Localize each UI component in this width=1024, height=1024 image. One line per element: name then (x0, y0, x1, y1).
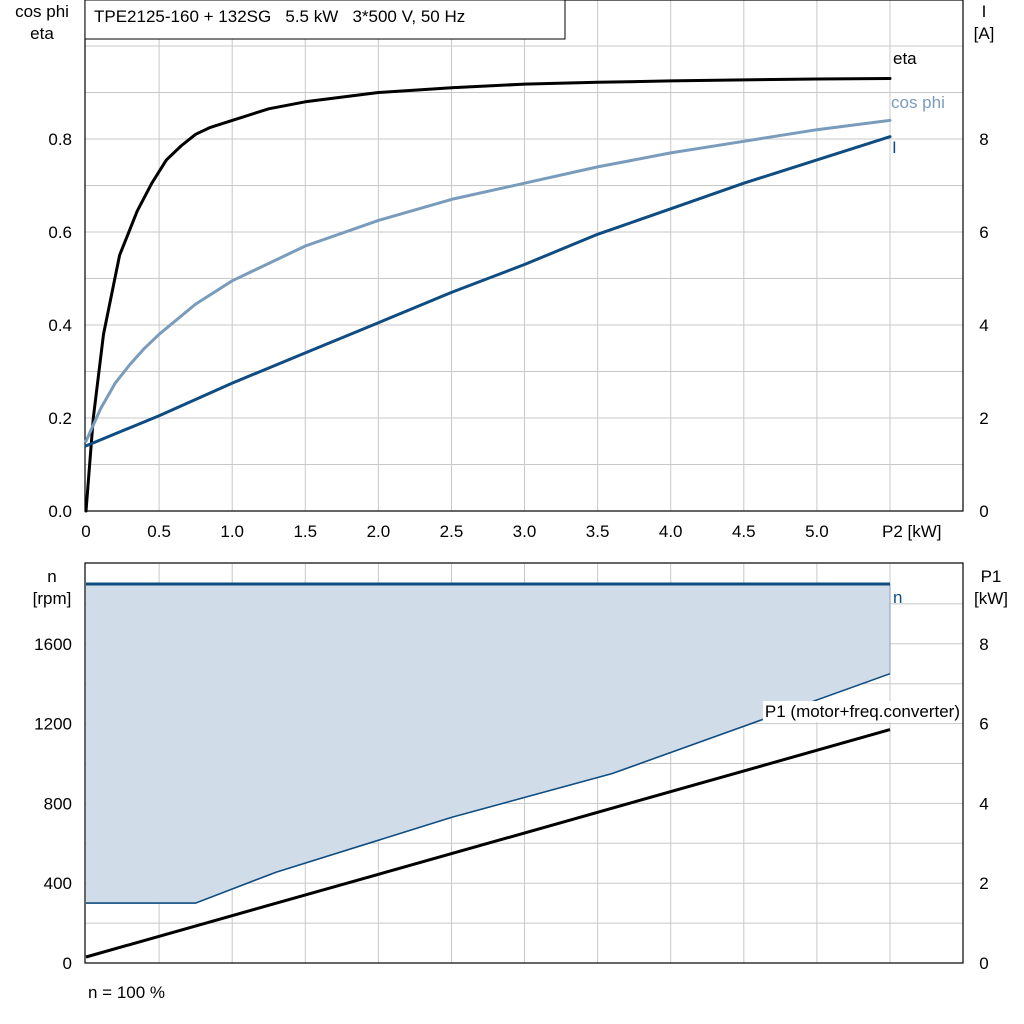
y-left-tick-label: 0.6 (48, 223, 72, 242)
x-tick-label: 4.5 (732, 522, 756, 541)
speed-range-fill (86, 584, 890, 904)
y-left-tick-label: 0 (63, 954, 72, 973)
p1-power-curve (85, 728, 891, 959)
eta-curve (84, 77, 892, 513)
y-right-axis-title: P1 (981, 567, 1002, 586)
y-right-axis-title: [kW] (974, 589, 1008, 608)
x-tick-label: 0 (81, 522, 90, 541)
axis-titles: cos phi eta I [A] n [rpm] P1 [kW] (15, 2, 1008, 608)
y-left-tick-label: 1600 (34, 635, 72, 654)
y-right-axis-title: I (982, 2, 987, 21)
y-right-axis-title: [A] (974, 24, 995, 43)
y-right-tick-label: 6 (979, 715, 988, 734)
cos-phi-curve (84, 118, 892, 443)
y-right-tick-label: 8 (979, 130, 988, 149)
y-right-tick-label: 0 (979, 954, 988, 973)
top-panel-tick-labels: 0 0.5 1.0 1.5 2.0 2.5 3.0 3.5 4.0 4.5 5.0 P2 [kW] 0.… (48, 130, 988, 541)
y-left-tick-label: 0.8 (48, 130, 72, 149)
top-panel-grid (85, 0, 963, 511)
x-tick-label: 2.5 (440, 522, 464, 541)
x-tick-label: 2.0 (367, 522, 391, 541)
eta-label: eta (893, 49, 917, 68)
y-left-axis-title: [rpm] (33, 589, 72, 608)
title-box (84, 0, 566, 40)
speed-range-area (86, 584, 891, 904)
x-axis-label: P2 [kW] (882, 522, 942, 541)
speed-label: n (893, 588, 902, 607)
x-tick-label: 1.0 (220, 522, 244, 541)
y-left-tick-label: 0.0 (48, 502, 72, 521)
y-left-tick-label: 0.4 (48, 316, 72, 335)
x-tick-label: 4.0 (659, 522, 683, 541)
y-right-tick-label: 4 (979, 316, 988, 335)
current-label: I (892, 138, 897, 157)
cos-phi-label: cos phi (891, 93, 945, 112)
bottom-panel-tick-labels: 0 400 800 1200 1600 0 2 4 6 8 (34, 635, 989, 973)
y-left-tick-label: 800 (44, 794, 72, 813)
y-left-axis-title: n (47, 567, 56, 586)
y-right-tick-label: 0 (979, 502, 988, 521)
y-right-tick-label: 2 (979, 874, 988, 893)
p1-label: P1 (motor+freq.converter) (765, 702, 960, 721)
series-labels: eta cos phi In P1 (motor+freq.converter) (762, 49, 962, 722)
y-left-axis-title: eta (30, 24, 54, 43)
current-curve (84, 135, 892, 448)
y-left-tick-label: 0.2 (48, 409, 72, 428)
y-left-tick-label: 1200 (34, 715, 72, 734)
y-right-tick-label: 6 (979, 223, 988, 242)
x-tick-label: 5.0 (805, 522, 829, 541)
y-left-tick-label: 400 (44, 874, 72, 893)
p1-label-background (762, 701, 962, 722)
x-tick-label: 0.5 (147, 522, 171, 541)
y-right-tick-label: 8 (979, 635, 988, 654)
bottom-panel-series (85, 582, 891, 959)
top-panel-frame (84, 0, 964, 512)
x-tick-label: 3.0 (513, 522, 537, 541)
top-panel-series (84, 77, 892, 513)
y-right-tick-label: 4 (979, 794, 988, 813)
x-tick-label: 1.5 (293, 522, 317, 541)
chart-title: TPE2125-160 + 132SG 5.5 kW 3*500 V, 50 H… (94, 7, 465, 26)
x-tick-label: 3.5 (586, 522, 610, 541)
min-speed-curve (86, 672, 891, 904)
y-right-tick-label: 2 (979, 409, 988, 428)
bottom-panel-frame (84, 562, 964, 964)
speed-note: n = 100 % (88, 983, 165, 1002)
y-left-axis-title: cos phi (15, 2, 69, 21)
